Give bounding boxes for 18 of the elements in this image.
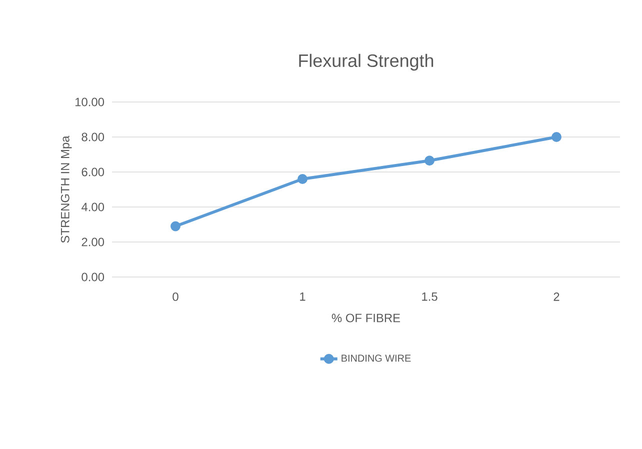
chart-title: Flexural Strength	[299, 54, 434, 71]
x-tick-label: 2	[554, 292, 560, 301]
point	[170, 221, 180, 232]
y-tick-label: 6.00	[82, 168, 104, 176]
x-tick-label: 1.5	[422, 292, 438, 301]
x-tick-label: 0	[172, 292, 178, 301]
y-tick-label: 10.00	[75, 98, 104, 106]
x-axis-title: % OF FIBRE	[332, 314, 400, 322]
y-axis-title: STRENGTH IN Mpa	[60, 136, 72, 243]
y-tick-label: 0.00	[82, 272, 104, 282]
legend-label: BINDING WIRE	[342, 354, 411, 362]
y-tick-label: 8.00	[82, 132, 104, 142]
point	[552, 132, 562, 142]
point	[298, 174, 308, 184]
y-tick-label: 2.00	[82, 238, 104, 246]
y-tick-label: 4.00	[82, 202, 104, 212]
point	[424, 156, 434, 166]
x-tick-label: 1	[300, 292, 306, 301]
